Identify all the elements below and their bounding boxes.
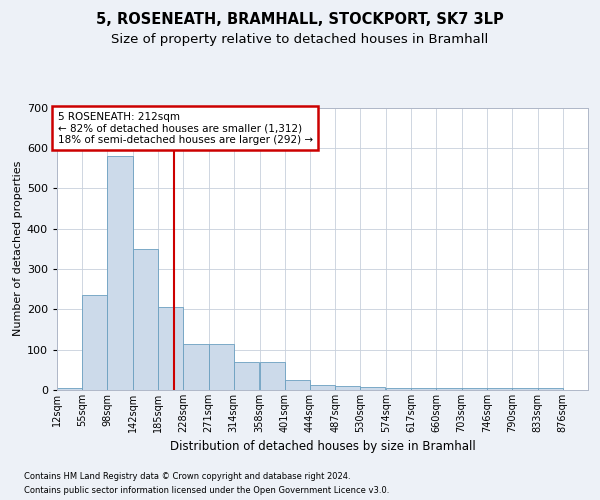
Y-axis label: Number of detached properties: Number of detached properties	[13, 161, 23, 336]
Bar	[512, 388, 538, 390]
Bar	[260, 362, 285, 390]
Text: 5 ROSENEATH: 212sqm
← 82% of detached houses are smaller (1,312)
18% of semi-det: 5 ROSENEATH: 212sqm ← 82% of detached ho…	[58, 112, 313, 144]
Bar	[234, 362, 259, 390]
Bar	[184, 344, 209, 390]
Bar	[133, 249, 158, 390]
Bar	[538, 388, 563, 390]
Bar	[335, 386, 360, 390]
Bar	[436, 388, 461, 390]
Text: Contains public sector information licensed under the Open Government Licence v3: Contains public sector information licen…	[24, 486, 389, 495]
Text: Size of property relative to detached houses in Bramhall: Size of property relative to detached ho…	[112, 32, 488, 46]
Bar	[360, 387, 385, 390]
Bar	[209, 344, 234, 390]
Bar	[487, 388, 512, 390]
Bar	[158, 308, 184, 390]
Bar	[57, 388, 82, 390]
Text: Contains HM Land Registry data © Crown copyright and database right 2024.: Contains HM Land Registry data © Crown c…	[24, 472, 350, 481]
Bar	[461, 388, 487, 390]
X-axis label: Distribution of detached houses by size in Bramhall: Distribution of detached houses by size …	[170, 440, 475, 454]
Text: 5, ROSENEATH, BRAMHALL, STOCKPORT, SK7 3LP: 5, ROSENEATH, BRAMHALL, STOCKPORT, SK7 3…	[96, 12, 504, 28]
Bar	[107, 156, 133, 390]
Bar	[411, 388, 436, 390]
Bar	[386, 388, 411, 390]
Bar	[310, 385, 335, 390]
Bar	[82, 295, 107, 390]
Bar	[285, 380, 310, 390]
